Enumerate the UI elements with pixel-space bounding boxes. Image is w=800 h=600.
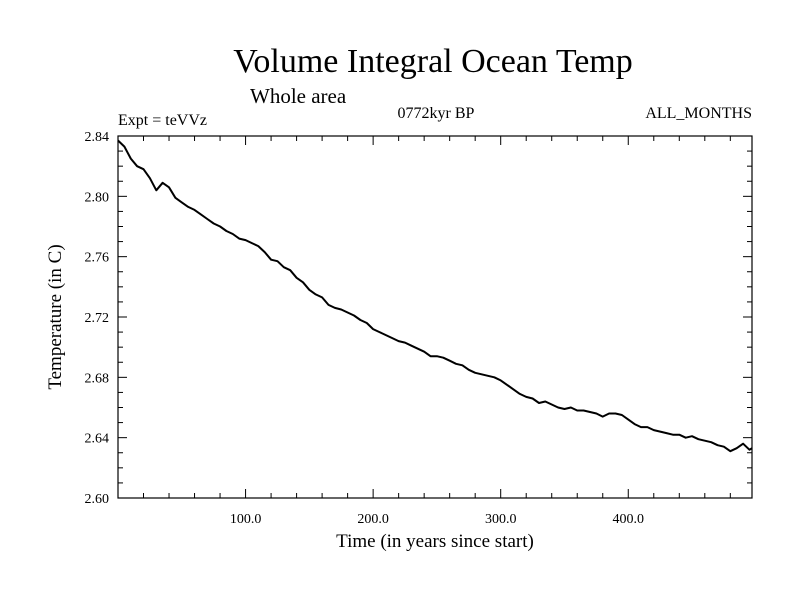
- y-tick-label: 2.60: [85, 492, 110, 507]
- chart-title: Volume Integral Ocean Temp: [233, 43, 633, 80]
- x-axis-label: Time (in years since start): [336, 531, 534, 552]
- y-tick-label: 2.68: [85, 371, 110, 386]
- plot-series: [117, 139, 753, 453]
- y-tick-label: 2.80: [85, 190, 110, 205]
- annotation-experiment: Expt = teVVz: [118, 112, 207, 129]
- y-tick-label: 2.84: [85, 130, 110, 145]
- annotation-months: ALL_MONTHS: [645, 105, 752, 122]
- x-tick-label: 300.0: [485, 512, 517, 527]
- x-tick-label: 400.0: [613, 512, 645, 527]
- annotation-period: 0772kyr BP: [398, 105, 475, 122]
- axis-ticks: [118, 135, 752, 499]
- y-tick-label: 2.64: [85, 432, 110, 447]
- y-tick-label: 2.72: [85, 311, 110, 326]
- plot-frame: [117, 135, 753, 499]
- x-tick-label: 200.0: [357, 512, 389, 527]
- series-line: [117, 139, 753, 453]
- tick-labels: 100.0 200.0 300.0 400.0 2.60 2.64 2.68 2.72 2.76…: [85, 130, 645, 527]
- chart-subtitle: Whole area: [250, 84, 347, 108]
- y-axis-label: Temperature (in C): [45, 244, 66, 389]
- x-tick-label: 100.0: [230, 512, 262, 527]
- y-tick-label: 2.76: [85, 251, 110, 266]
